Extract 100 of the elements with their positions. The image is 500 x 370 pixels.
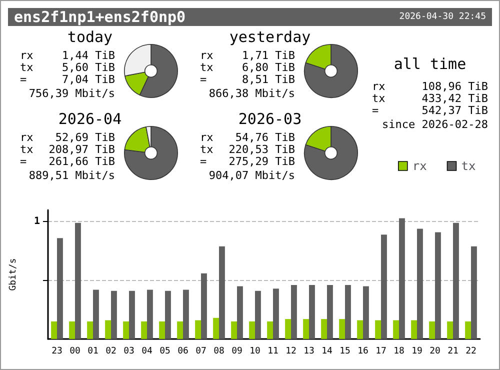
bar — [303, 319, 309, 339]
text: 8,51 TiB — [242, 73, 295, 86]
text: = — [20, 155, 27, 168]
x-tick-label: 20 — [430, 346, 440, 356]
chart-title: today — [66, 28, 114, 46]
bar — [177, 321, 183, 339]
x-tick-label: 06 — [178, 346, 188, 356]
bar — [231, 321, 237, 339]
bar — [435, 232, 441, 339]
x-tick-label: 05 — [160, 346, 170, 356]
x-tick-label: 03 — [124, 346, 134, 356]
text: 108,96 TiB — [422, 80, 488, 93]
bar — [141, 321, 147, 339]
text: all time — [392, 55, 468, 73]
text: 261,66 TiB — [48, 155, 115, 168]
text: 889,51 Mbit/s — [28, 169, 115, 182]
bar — [213, 318, 219, 339]
bar — [105, 320, 111, 339]
bar — [285, 319, 291, 339]
bar — [453, 222, 459, 339]
bar — [159, 321, 165, 339]
bar — [51, 321, 57, 339]
bar — [183, 290, 189, 339]
x-tick-label: 13 — [304, 346, 314, 356]
text: = — [200, 73, 207, 86]
text: = — [372, 104, 379, 117]
x-tick-label: 23 — [52, 346, 62, 356]
x-tick-label: 18 — [394, 346, 404, 356]
bar — [129, 290, 135, 339]
x-tick-label: 16 — [358, 346, 368, 356]
x-tick-label: 22 — [466, 346, 476, 356]
text: tx — [200, 61, 214, 74]
bar — [375, 320, 381, 339]
legend-label: rx — [412, 159, 427, 173]
bar — [219, 246, 225, 339]
text: = — [200, 155, 207, 168]
x-tick-label: 09 — [232, 346, 242, 356]
text: 542,37 TiB — [422, 104, 488, 117]
text: rx — [20, 131, 34, 144]
bar — [381, 234, 387, 339]
bar — [465, 321, 471, 339]
x-tick-label: 15 — [340, 346, 350, 356]
chart-title: 2026-03 — [237, 110, 303, 128]
text: tx — [20, 143, 34, 156]
bar — [87, 321, 93, 339]
x-tick-label: 08 — [214, 346, 224, 356]
bar — [147, 290, 153, 339]
text: 1,44 TiB — [62, 49, 115, 62]
text: 866,38 Mbit/s — [208, 87, 295, 100]
x-tick-label: 19 — [412, 346, 422, 356]
text: tx — [20, 61, 34, 74]
bar — [195, 320, 201, 339]
bar — [429, 321, 435, 339]
bar — [111, 290, 117, 339]
bar — [273, 288, 279, 339]
bar — [291, 285, 297, 339]
text: 52,69 TiB — [55, 131, 115, 144]
x-tick-label: 17 — [376, 346, 386, 356]
y-tick-label: 1 — [34, 216, 40, 228]
bar — [255, 290, 261, 339]
x-tick-label: 14 — [322, 346, 332, 356]
y-axis-title: Gbit/s — [8, 258, 18, 291]
x-tick-label: 11 — [268, 346, 278, 356]
x-tick-label: 10 — [250, 346, 260, 356]
bar — [345, 285, 351, 339]
text: = — [20, 73, 27, 86]
text: rx — [372, 80, 386, 93]
bar — [447, 321, 453, 339]
chart-title: 2026-04 — [57, 110, 123, 128]
text: tx — [200, 143, 214, 156]
bar — [357, 320, 363, 339]
text: 54,76 TiB — [235, 131, 295, 144]
text: tx — [372, 92, 386, 105]
text: rx — [200, 131, 214, 144]
bar — [399, 218, 405, 339]
text: 5,60 TiB — [62, 61, 115, 74]
chart-title: yesterday — [228, 28, 312, 46]
bar — [93, 290, 99, 339]
x-tick-label: 02 — [106, 346, 116, 356]
text: 6,80 TiB — [242, 61, 295, 74]
bar — [69, 321, 75, 339]
bar — [201, 273, 207, 339]
bar — [393, 320, 399, 339]
text: since 2026-02-28 — [381, 118, 488, 131]
bar — [309, 285, 315, 339]
text: rx — [200, 49, 214, 62]
legend-label: tx — [461, 159, 476, 173]
bar — [363, 286, 369, 339]
text: 220,53 TiB — [228, 143, 295, 156]
text: ens2f1np1+ens2f0np0 — [14, 8, 186, 26]
bar — [57, 238, 63, 339]
text: 1,71 TiB — [242, 49, 295, 62]
text: rx — [20, 49, 34, 62]
x-tick-label: 00 — [70, 346, 80, 356]
text: 433,42 TiB — [422, 92, 488, 105]
x-tick-label: 04 — [142, 346, 152, 356]
bar — [411, 320, 417, 339]
bar — [339, 319, 345, 339]
bar — [417, 228, 423, 339]
bar — [321, 319, 327, 339]
